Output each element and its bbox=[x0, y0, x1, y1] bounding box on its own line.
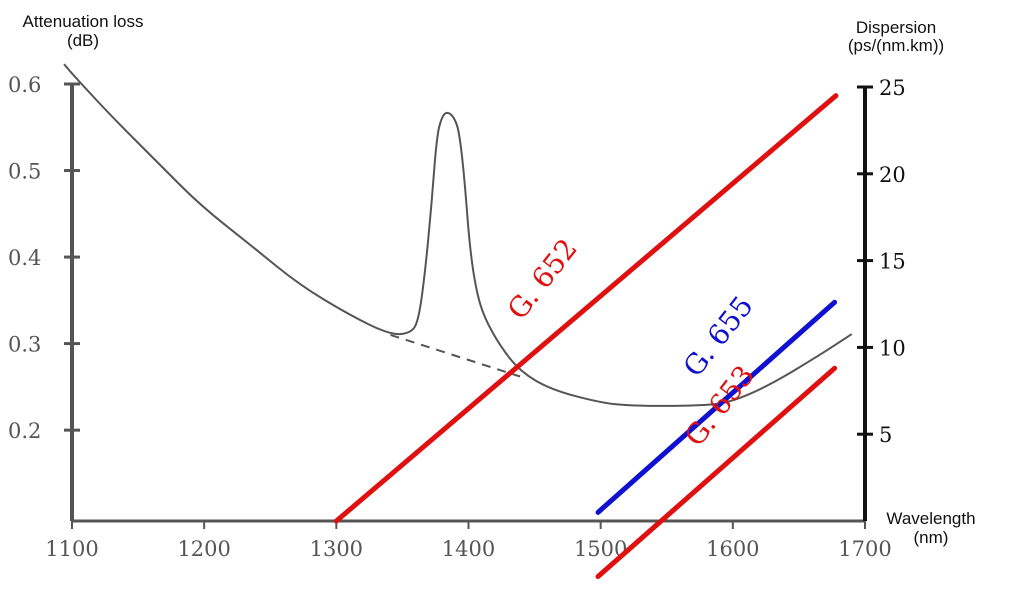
right-axis-title-line2: (ps/(nm.km)) bbox=[848, 36, 944, 55]
series-line-g653 bbox=[595, 365, 838, 580]
x-axis-title-line1: Wavelength bbox=[886, 509, 975, 528]
left-axis-title-line2: (dB) bbox=[67, 31, 99, 50]
y-left-tick-label: 0.4 bbox=[8, 246, 41, 270]
y-right-tick-label: 25 bbox=[879, 76, 906, 100]
right-axis-title-line1: Dispersion bbox=[856, 18, 936, 37]
x-tick-label: 1100 bbox=[45, 537, 98, 561]
y-left-tick-label: 0.5 bbox=[8, 160, 41, 184]
y-left-tick-label: 0.6 bbox=[8, 73, 41, 97]
x-tick-label: 1200 bbox=[177, 537, 230, 561]
y-right-tick-label: 15 bbox=[879, 250, 906, 274]
attenuation-dashed-extrapolation bbox=[390, 333, 521, 378]
y-right-tick-label: 20 bbox=[879, 163, 906, 187]
x-axis-title-line2: (nm) bbox=[914, 528, 949, 547]
attenuation-curve bbox=[63, 63, 853, 407]
series-line-g655 bbox=[595, 299, 838, 515]
x-tick-label: 1300 bbox=[310, 537, 363, 561]
series-line-g652 bbox=[333, 93, 839, 524]
left-axis-title-line1: Attenuation loss bbox=[23, 12, 144, 31]
x-tick-label: 1700 bbox=[838, 537, 891, 561]
y-left-tick-label: 0.3 bbox=[8, 333, 41, 357]
series-label-g652: G. 652 bbox=[501, 232, 584, 325]
x-tick-label: 1400 bbox=[442, 537, 495, 561]
y-right-tick-label: 10 bbox=[879, 336, 906, 360]
y-right-tick-label: 5 bbox=[879, 423, 892, 447]
x-tick-label: 1600 bbox=[706, 537, 759, 561]
y-left-tick-label: 0.2 bbox=[8, 419, 41, 443]
